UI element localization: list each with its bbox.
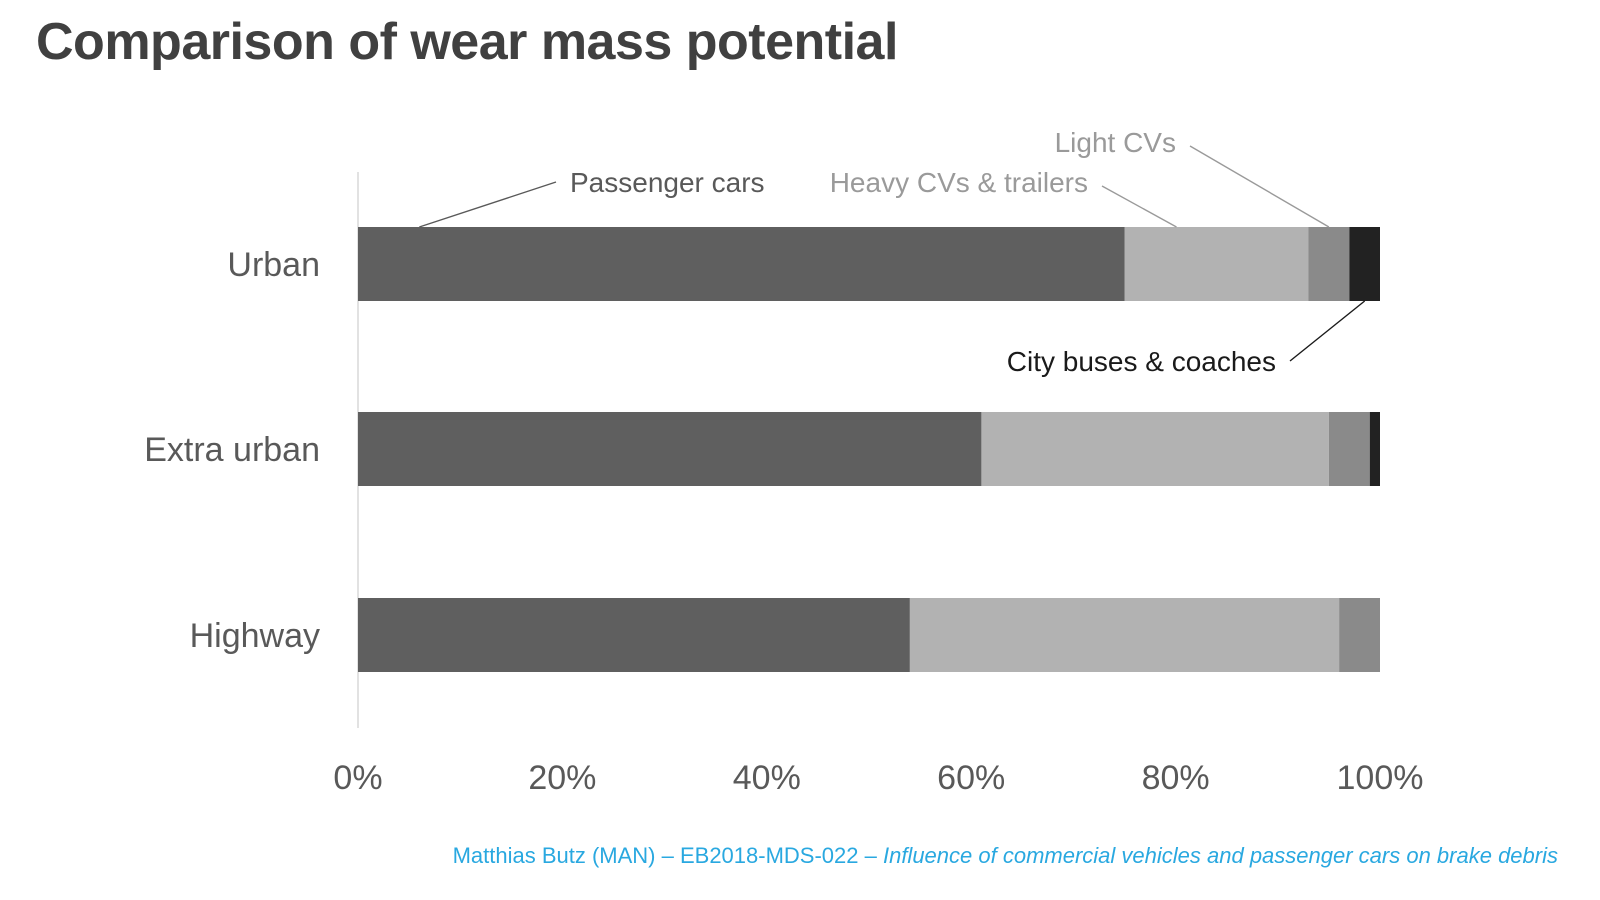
- chart-title: Comparison of wear mass potential: [36, 13, 898, 71]
- bar-urban-light-cvs: [1308, 227, 1350, 301]
- callout-line-city-buses-coaches: [1289, 300, 1366, 362]
- x-tick-label: 20%: [528, 759, 596, 797]
- x-tick-label: 100%: [1337, 759, 1424, 797]
- bar-extra-urban-light-cvs: [1328, 412, 1370, 486]
- callout-line-passenger-cars: [419, 181, 557, 228]
- x-tick-label: 80%: [1142, 759, 1210, 797]
- category-labels: Urban Extra urban Highway: [144, 246, 320, 655]
- bar-urban-city-buses-coaches: [1349, 227, 1380, 301]
- x-tick-labels: 0% 20% 40% 60% 80% 100%: [333, 759, 1423, 797]
- bar-highway-passenger-cars: [358, 598, 910, 672]
- bar-urban-passenger-cars: [358, 227, 1125, 301]
- bar-urban-heavy-cvs-trailers: [1124, 227, 1309, 301]
- bar-highway-light-cvs: [1339, 598, 1380, 672]
- category-label-extra-urban: Extra urban: [144, 431, 320, 469]
- footer-paper-title: Influence of commercial vehicles and pas…: [882, 843, 1558, 868]
- category-label-urban: Urban: [227, 246, 320, 284]
- category-label-highway: Highway: [190, 617, 320, 655]
- series-callouts: Passenger cars Heavy CVs & trailers Light …: [419, 127, 1366, 377]
- stacked-bar-chart: Urban Extra urban Highway 0% 20% 40% 60% 80% 10…: [144, 127, 1423, 797]
- bar-extra-urban-heavy-cvs-trailers: [981, 412, 1329, 486]
- footer-source: Matthias Butz (MAN) – EB2018-MDS-022 –: [452, 843, 883, 868]
- callout-label-passenger-cars: Passenger cars: [570, 167, 765, 198]
- callout-line-heavy-cvs-trailers: [1101, 185, 1177, 228]
- x-tick-label: 0%: [333, 759, 382, 797]
- x-tick-label: 40%: [733, 759, 801, 797]
- bar-highway-heavy-cvs-trailers: [909, 598, 1340, 672]
- callout-label-city-buses-coaches: City buses & coaches: [1007, 346, 1276, 377]
- bar-extra-urban-passenger-cars: [358, 412, 982, 486]
- bar-extra-urban-city-buses-coaches: [1369, 412, 1380, 486]
- bars-group: [358, 227, 1380, 672]
- callout-line-light-cvs: [1189, 145, 1330, 228]
- callout-label-light-cvs: Light CVs: [1055, 127, 1176, 158]
- callout-label-heavy-cvs-trailers: Heavy CVs & trailers: [830, 167, 1088, 198]
- x-tick-label: 60%: [937, 759, 1005, 797]
- source-footer: Matthias Butz (MAN) – EB2018-MDS-022 – I…: [453, 843, 1558, 869]
